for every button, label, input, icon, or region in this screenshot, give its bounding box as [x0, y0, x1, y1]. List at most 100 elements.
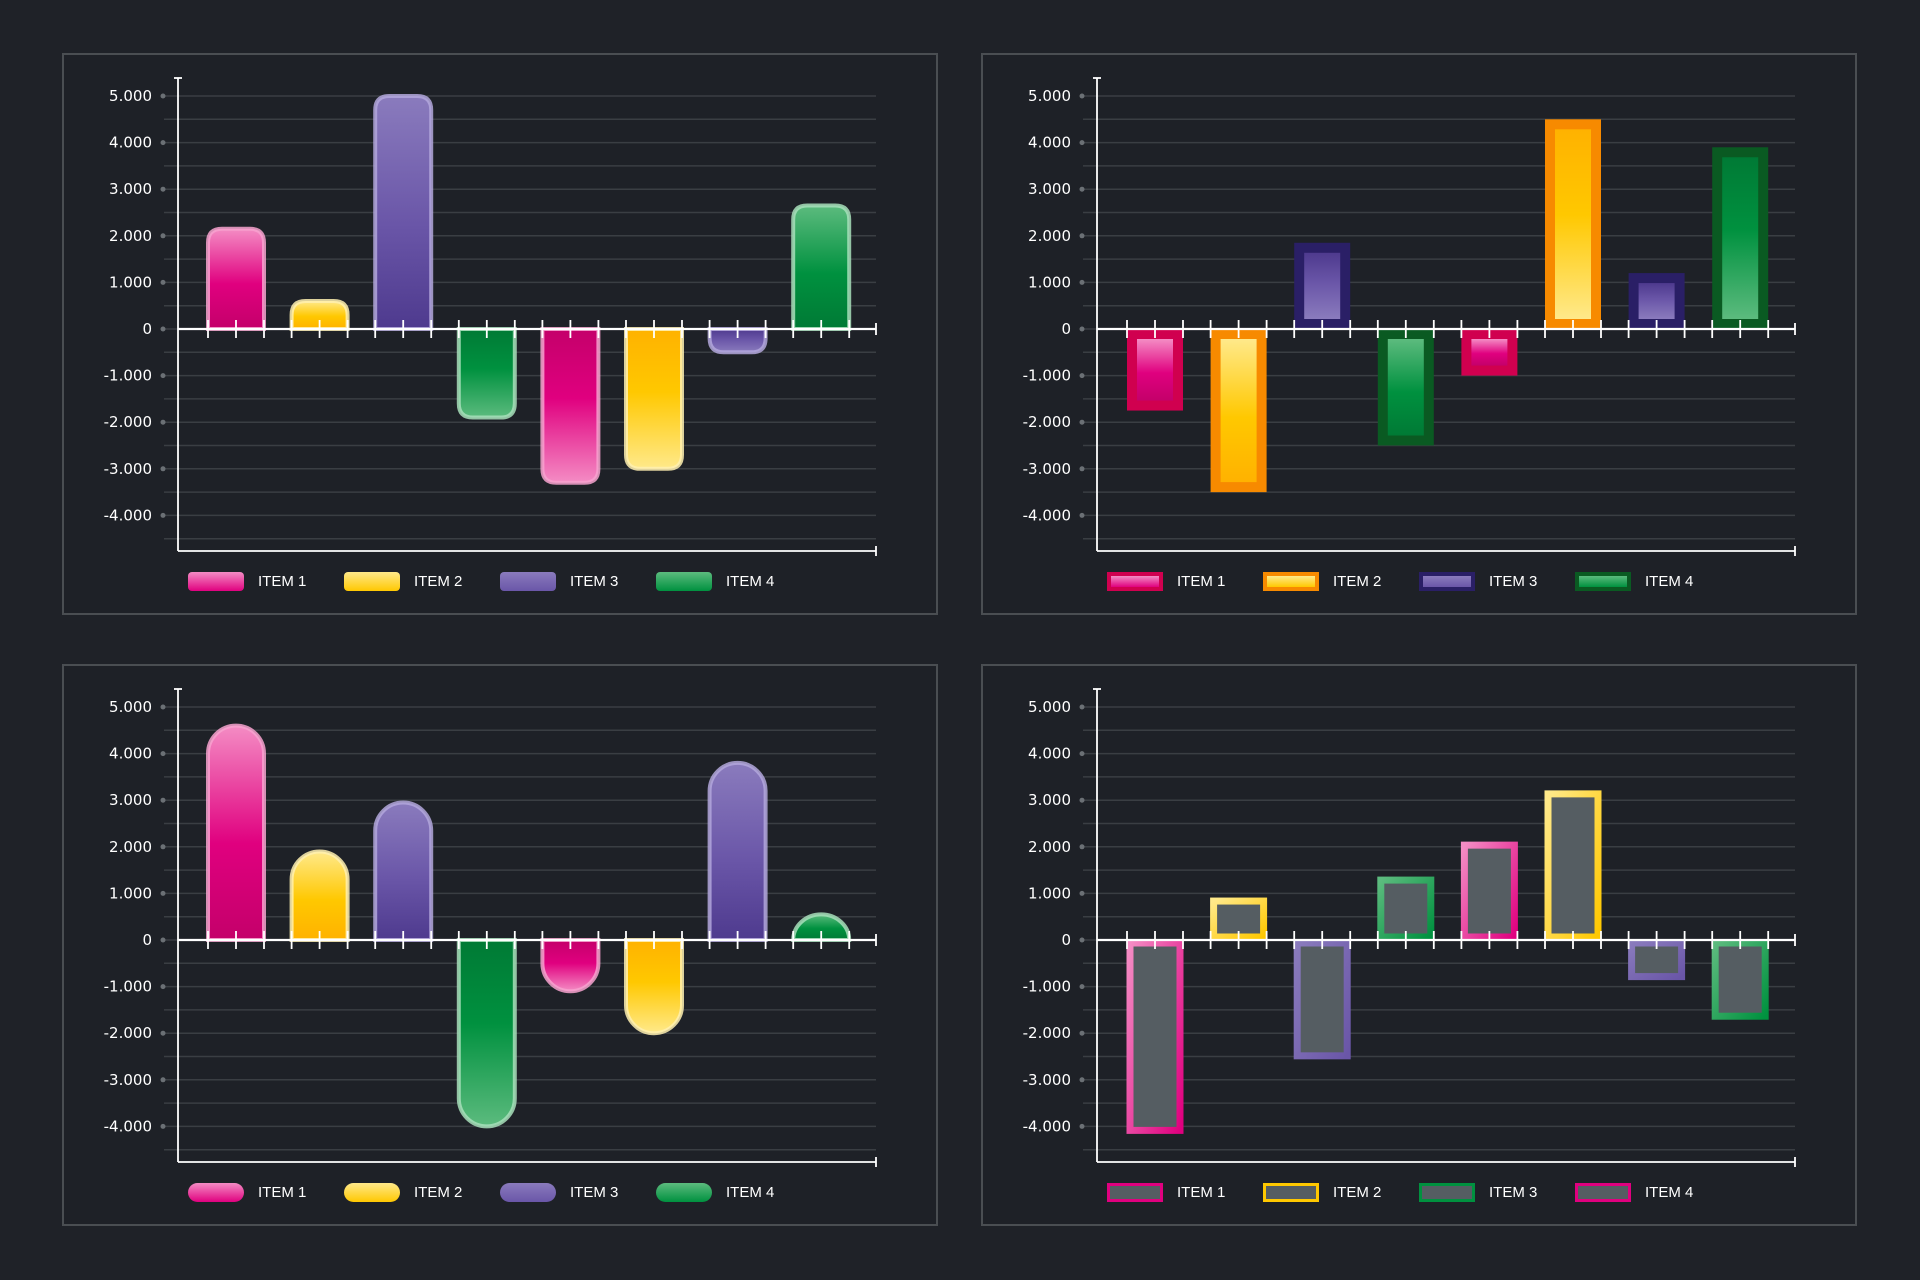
y-tick-dot: [160, 1077, 166, 1083]
bars: [206, 94, 852, 485]
bar: [1127, 329, 1183, 411]
y-tick-label: 1.000: [1028, 273, 1071, 291]
bar-shape: [624, 327, 684, 471]
bar: [206, 723, 266, 942]
bar-shape: [540, 327, 601, 485]
y-tick-label: -2.000: [104, 1024, 152, 1042]
bar: [540, 938, 601, 994]
bar-shape: [289, 849, 350, 942]
y-tick-dot: [160, 1030, 166, 1036]
legend-item: ITEM 4: [1575, 572, 1731, 591]
y-tick-label: -2.000: [1023, 413, 1071, 431]
bar: [1460, 841, 1518, 941]
bar-inner: [1471, 339, 1508, 366]
legend-item: ITEM 4: [656, 572, 812, 591]
y-tick-label: 1.000: [109, 273, 152, 291]
y-tick-dot: [160, 373, 166, 379]
bar: [624, 938, 684, 1036]
legend-swatch: [1575, 572, 1631, 591]
y-tick-label: -3.000: [104, 1071, 152, 1089]
legend-swatch: [1419, 572, 1475, 591]
legend-swatch: [656, 1183, 712, 1202]
y-tick-label: 0: [1061, 320, 1071, 338]
bar: [289, 299, 350, 331]
legend-label: ITEM 2: [414, 573, 463, 590]
bar-inner: [1137, 339, 1173, 401]
legend-swatch: [1107, 572, 1163, 591]
y-tick-label: 5.000: [1028, 87, 1071, 105]
y-tick-dot: [160, 797, 166, 803]
bar: [540, 327, 601, 485]
chart-panel-bottom-right: 5.000 4.000 3.000 2.000 1.000 0 -1.000 -2.000 -3…: [981, 664, 1857, 1226]
y-tick-dot: [160, 140, 166, 146]
y-tick-dot: [160, 984, 166, 990]
bar-inner: [1304, 252, 1341, 319]
legend-item: ITEM 4: [1575, 1183, 1731, 1202]
bar-shape: [791, 203, 852, 331]
bar-shape: [707, 760, 768, 942]
y-tick-label: -4.000: [1023, 506, 1071, 524]
bar: [791, 203, 852, 331]
y-tick-dot: [1079, 797, 1085, 803]
y-tick-label: 3.000: [1028, 180, 1071, 198]
legend-item: ITEM 4: [656, 1183, 812, 1202]
y-tick-dot: [160, 466, 166, 472]
legend-item: ITEM 1: [188, 572, 344, 591]
bar-shape: [791, 912, 852, 942]
bar-outline: [1460, 841, 1518, 941]
legend-label: ITEM 4: [1645, 573, 1694, 590]
legend-label: ITEM 1: [1177, 1184, 1226, 1201]
y-tick-label: 5.000: [109, 87, 152, 105]
y-tick-label: 5.000: [109, 698, 152, 716]
legend-item: ITEM 2: [344, 1183, 500, 1202]
legend-swatch: [344, 572, 400, 591]
legend-label: ITEM 4: [1645, 1184, 1694, 1201]
bar-shape: [289, 299, 350, 331]
y-tick-label: -1.000: [104, 978, 152, 996]
legend-label: ITEM 3: [1489, 1184, 1538, 1201]
y-tick-dot: [160, 93, 166, 99]
y-tick-dot: [1079, 279, 1085, 285]
legend-swatch: [500, 1183, 556, 1202]
y-tick-dot: [1079, 1123, 1085, 1129]
bar-outline: [1210, 897, 1268, 941]
bar-chart-rounded: 5.000 4.000 3.000 2.000 1.000 0 -1.000 -2.000 -3…: [104, 77, 877, 556]
y-tick-label: 4.000: [1028, 134, 1071, 152]
y-tick-label: -2.000: [1023, 1024, 1071, 1042]
bar: [1628, 273, 1685, 329]
bars: [1126, 790, 1769, 1134]
bar: [456, 327, 517, 420]
y-tick-dot: [1079, 1077, 1085, 1083]
bar-chart-framed: 5.000 4.000 3.000 2.000 1.000 0 -1.000 -2.000 -3…: [1023, 77, 1796, 556]
y-tick-dot: [1079, 1030, 1085, 1036]
y-tick-dot: [1079, 466, 1085, 472]
legend-swatch: [1107, 1183, 1163, 1202]
y-tick-label: 0: [142, 931, 152, 949]
legend: ITEM 1 ITEM 2 ITEM 3 ITEM 4: [64, 572, 936, 591]
bar: [707, 760, 768, 942]
y-tick-label: 3.000: [109, 180, 152, 198]
bar-shape: [206, 226, 266, 331]
y-tick-dot: [1079, 844, 1085, 850]
y-tick-label: 4.000: [109, 745, 152, 763]
bar-shape: [707, 327, 768, 355]
y-tick-dot: [160, 512, 166, 518]
y-tick-label: 2.000: [109, 227, 152, 245]
y-tick-label: 1.000: [109, 884, 152, 902]
y-tick-label: -4.000: [104, 506, 152, 524]
y-tick-label: 2.000: [1028, 838, 1071, 856]
y-tick-dot: [1079, 233, 1085, 239]
bar: [1544, 790, 1602, 941]
bar-inner: [1638, 283, 1675, 319]
bar-outline: [1544, 790, 1602, 941]
bar: [1377, 329, 1434, 446]
legend-item: ITEM 3: [500, 572, 656, 591]
bar: [624, 327, 684, 471]
y-tick-label: 4.000: [1028, 745, 1071, 763]
y-tick-label: -4.000: [1023, 1117, 1071, 1135]
legend-item: ITEM 3: [1419, 572, 1575, 591]
legend-swatch: [1419, 1183, 1475, 1202]
y-tick-label: 4.000: [109, 134, 152, 152]
bar: [456, 938, 517, 1129]
y-tick-dot: [160, 937, 166, 943]
